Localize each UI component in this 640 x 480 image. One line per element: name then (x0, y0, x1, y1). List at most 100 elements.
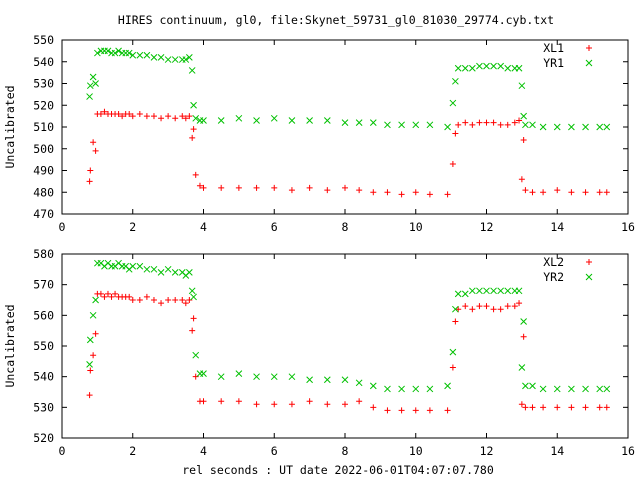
data-point (476, 303, 483, 310)
data-point (520, 112, 527, 120)
data-point (92, 296, 99, 304)
x-tick-label: 8 (342, 220, 349, 234)
data-point (426, 121, 434, 129)
data-point (342, 184, 348, 191)
series-XL1 (86, 108, 610, 198)
data-point (86, 82, 94, 90)
x-tick-label: 14 (550, 444, 564, 458)
data-point (218, 398, 225, 405)
data-point (398, 191, 405, 198)
data-point (355, 379, 363, 387)
data-point (288, 373, 296, 381)
data-point (596, 123, 604, 131)
bottom-panel: 0 2 4 6 8 10 12 14 16 520 530 540 550 560 570 580 Uncali… (3, 247, 635, 458)
y-tick-label: 520 (33, 98, 54, 112)
data-point (218, 184, 225, 191)
data-point (90, 352, 97, 359)
data-point (529, 382, 536, 390)
data-point (462, 303, 469, 310)
x-tick-label: 14 (550, 220, 564, 234)
data-point (136, 110, 143, 117)
data-point (157, 54, 165, 61)
y-tick-label: 500 (33, 142, 54, 156)
data-point (454, 64, 462, 72)
data-point (452, 77, 459, 85)
data-point (452, 305, 459, 313)
data-point (164, 56, 172, 63)
data-point (143, 113, 150, 120)
data-point (518, 176, 525, 183)
data-point (426, 385, 434, 393)
data-point (461, 290, 469, 298)
data-point (449, 160, 456, 167)
data-point (444, 123, 451, 131)
data-point (235, 398, 242, 405)
data-point (596, 189, 603, 196)
data-point (341, 376, 349, 384)
data-point (426, 191, 433, 198)
data-point (518, 364, 526, 371)
data-point (129, 113, 136, 120)
data-point (469, 121, 476, 128)
data-point (504, 121, 511, 128)
data-point (306, 184, 313, 191)
data-point (370, 404, 377, 411)
data-point (568, 189, 575, 196)
data-point (190, 315, 197, 322)
data-point (568, 123, 575, 131)
data-point (554, 404, 561, 411)
data-point (253, 184, 260, 191)
data-point (186, 113, 193, 120)
data-point (355, 119, 363, 127)
data-point (92, 330, 99, 337)
data-point (288, 117, 296, 124)
data-point (87, 167, 94, 174)
data-point (476, 287, 483, 295)
data-point (235, 184, 242, 191)
data-point (369, 382, 377, 390)
data-point (164, 265, 172, 273)
data-point (165, 297, 172, 303)
data-point (444, 382, 451, 390)
y-axis-label: Uncalibrated (3, 304, 17, 387)
data-point (92, 147, 99, 154)
data-point (190, 293, 197, 301)
data-point (165, 113, 172, 120)
data-point (452, 130, 459, 137)
data-point (582, 189, 589, 196)
data-point (522, 404, 529, 411)
data-point (86, 93, 93, 100)
data-point (111, 49, 119, 57)
x-tick-label: 16 (621, 220, 635, 234)
data-point (518, 401, 525, 408)
legend-marker (585, 273, 593, 281)
data-point (497, 121, 504, 128)
data-point (553, 123, 561, 131)
data-point (125, 49, 133, 57)
x-tick-label: 8 (342, 444, 349, 458)
data-point (469, 306, 476, 313)
data-point (271, 184, 278, 191)
y-tick-label: 480 (33, 185, 54, 199)
data-point (97, 110, 104, 117)
data-point (90, 139, 97, 146)
data-point (462, 119, 469, 126)
data-point (476, 62, 483, 70)
series-XL2 (86, 290, 610, 414)
x-tick-label: 0 (59, 444, 66, 458)
y-tick-label: 550 (33, 33, 54, 47)
y-tick-label: 550 (33, 339, 54, 353)
data-point (150, 265, 158, 273)
data-point (129, 297, 136, 303)
x-tick-label: 12 (480, 444, 494, 458)
data-point (370, 189, 377, 196)
data-point (182, 300, 189, 307)
data-point (504, 64, 512, 72)
data-point (522, 121, 529, 129)
data-point (323, 376, 331, 384)
data-point (86, 336, 94, 344)
data-point (190, 126, 197, 133)
data-point (136, 297, 143, 303)
data-point (554, 187, 561, 194)
data-point (412, 121, 420, 129)
